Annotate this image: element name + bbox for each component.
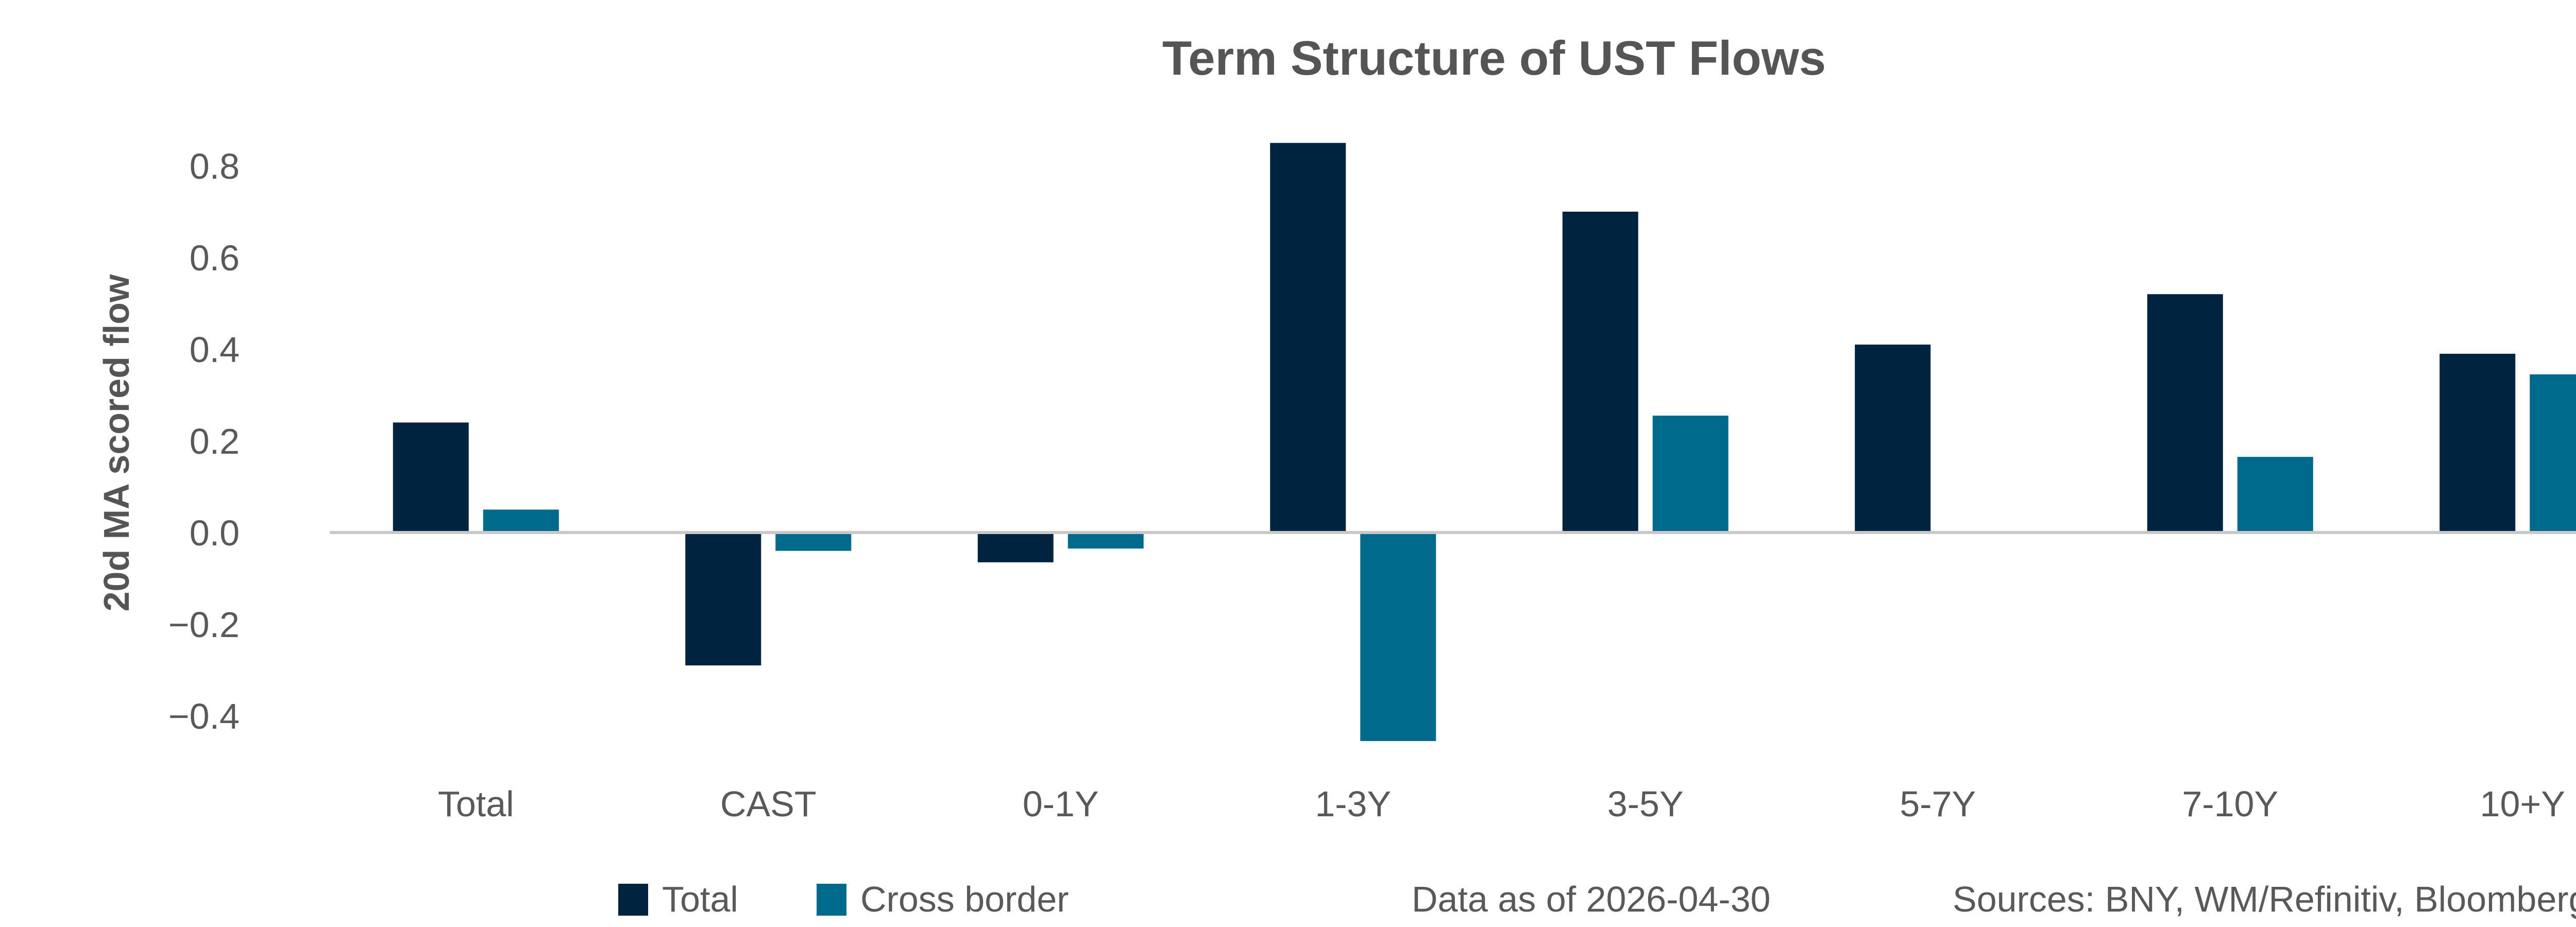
bar-cross-border-7-10y (2237, 457, 2313, 533)
x-axis-ticks: Total CAST 0-1Y 1-3Y 3-5Y 5-7Y 7-10Y 10+Y (438, 784, 2565, 824)
data-as-of-note: Data as of 2026-04-30 (1412, 879, 1771, 919)
bar-total-3-5y (1562, 212, 1638, 533)
bar-total-1-3y (1270, 143, 1346, 533)
y-tick-label: −0.2 (168, 605, 240, 645)
bar-total-cast (685, 533, 761, 666)
bar-cross-border-0-1y (1067, 533, 1144, 549)
bar-total-7-10y (2147, 294, 2223, 533)
bar-cross-border-cast (775, 533, 852, 551)
sources-note: Sources: BNY, WM/Refinitiv, Bloomberg (1953, 879, 2576, 919)
bar-total-5-7y (1855, 345, 1931, 533)
x-tick-label: CAST (720, 784, 817, 824)
bar-cross-border-total (483, 509, 559, 533)
bars (393, 143, 2576, 741)
x-tick-label: Total (438, 784, 514, 824)
legend: Total Cross border (618, 879, 1069, 919)
legend-label-cross-border: Cross border (860, 879, 1069, 919)
x-tick-label: 1-3Y (1315, 784, 1391, 824)
y-tick-label: 0.4 (190, 330, 240, 370)
legend-swatch-cross-border (817, 884, 846, 916)
bar-cross-border-10plusy (2530, 374, 2576, 533)
chart-title: Term Structure of UST Flows (1162, 31, 1826, 85)
x-tick-label: 5-7Y (1900, 784, 1976, 824)
bar-total-total (393, 422, 469, 533)
y-tick-label: 0.2 (190, 421, 240, 461)
x-tick-label: 7-10Y (2182, 784, 2278, 824)
bar-cross-border-1-3y (1360, 533, 1436, 741)
x-tick-label: 10+Y (2480, 784, 2565, 824)
y-axis-label: 20d MA scored flow (96, 274, 137, 611)
bar-total-0-1y (977, 533, 1054, 562)
x-tick-label: 0-1Y (1023, 784, 1099, 824)
bar-cross-border-3-5y (1652, 416, 1728, 533)
legend-swatch-total (618, 884, 648, 916)
y-tick-label: 0.6 (190, 238, 240, 278)
legend-label-total: Total (662, 879, 738, 919)
y-axis-ticks: 0.8 0.6 0.4 0.2 0.0 −0.2 −0.4 (168, 146, 240, 736)
y-tick-label: 0.0 (190, 513, 240, 553)
y-tick-label: 0.8 (190, 146, 240, 186)
y-tick-label: −0.4 (168, 696, 240, 736)
bar-total-10plusy (2439, 353, 2516, 533)
x-tick-label: 3-5Y (1607, 784, 1684, 824)
